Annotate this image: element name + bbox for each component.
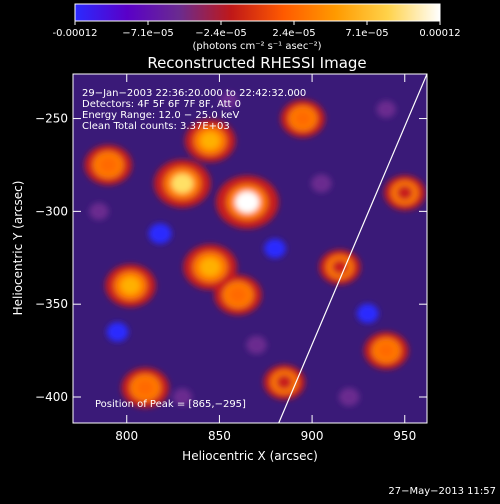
- heatmap-source: [171, 173, 194, 194]
- heatmap-source: [294, 110, 312, 127]
- colorbar-tick-label: -0.00012: [53, 28, 98, 39]
- heatmap-negative-region: [219, 91, 238, 109]
- peak-position-label: Position of Peak = [865,−295]: [95, 399, 246, 410]
- plot-frame: [72, 73, 428, 424]
- y-tick-label: −400: [35, 390, 68, 404]
- heatmap-source: [276, 375, 293, 390]
- x-axis-ticks: 800 850 900 950: [115, 74, 416, 443]
- heatmap-negative-region: [311, 174, 332, 193]
- colorbar-tick-label: 2.4e−05: [272, 28, 315, 39]
- colorbar-ticks: -0.00012 −7.1e−05 −2.4e−05 2.4e−05 7.1e−05 0.…: [53, 21, 461, 39]
- y-tick-label: −350: [35, 297, 68, 311]
- colorbar-tick-label: −7.1e−05: [122, 28, 174, 39]
- plot-area: [73, 74, 427, 423]
- y-tick-label: −300: [35, 204, 68, 218]
- x-tick-label: 950: [393, 429, 416, 443]
- heatmap-image: [84, 91, 426, 408]
- heatmap-negative-region: [148, 223, 172, 244]
- annotation-line: Clean Total counts: 3.37E+03: [82, 121, 230, 132]
- y-axis-ticks: −250 −300 −350 −400: [35, 112, 427, 404]
- heatmap-negative-region: [106, 322, 129, 342]
- x-axis-label: Heliocentric X (arcsec): [182, 449, 318, 463]
- heatmap-negative-region: [356, 303, 379, 324]
- heatmap-source: [377, 342, 395, 359]
- heatmap-negative-region: [246, 335, 267, 355]
- heatmap-negative-region: [376, 100, 396, 118]
- x-tick-label: 900: [301, 429, 324, 443]
- x-tick-label: 850: [208, 429, 231, 443]
- heatmap-source: [136, 379, 155, 396]
- colorbar: [74, 3, 441, 22]
- heatmap-negative-region: [172, 388, 193, 406]
- heatmap-negative-region: [89, 202, 109, 221]
- y-tick-label: −250: [35, 112, 68, 126]
- heatmap-source: [199, 257, 221, 277]
- colorbar-tick-label: −2.4e−05: [195, 28, 247, 39]
- colorbar-tick-label: 7.1e−05: [345, 28, 388, 39]
- heatmap-source: [120, 276, 141, 295]
- heatmap-source: [235, 191, 260, 213]
- heatmap-negative-region: [338, 387, 360, 407]
- annotations: 29−Jan−2003 22:36:20.000 to 22:42:32.000…: [82, 88, 306, 132]
- heatmap-negative-region: [264, 238, 286, 259]
- colorbar-tick-label: 0.00012: [419, 28, 460, 39]
- heatmap-source: [99, 156, 118, 174]
- heatmap-source: [200, 132, 220, 150]
- chart-title: Reconstructed RHESSI Image: [147, 54, 366, 72]
- heatmap-source: [396, 185, 413, 200]
- annotation-line: 29−Jan−2003 22:36:20.000 to 22:42:32.000: [82, 88, 306, 99]
- annotation-line: Detectors: 4F 5F 6F 7F 8F, Att 0: [82, 99, 241, 110]
- y-axis-label: Heliocentric Y (arcsec): [11, 181, 25, 316]
- colorbar-unit-label: (photons cm⁻² s⁻¹ asec⁻²): [192, 41, 321, 52]
- solar-limb-line: [278, 74, 427, 423]
- x-tick-label: 800: [115, 429, 138, 443]
- annotation-line: Energy Range: 12.0 − 25.0 keV: [82, 110, 239, 121]
- footer-date: 27−May−2013 11:57: [388, 486, 496, 497]
- heatmap-source: [228, 286, 248, 304]
